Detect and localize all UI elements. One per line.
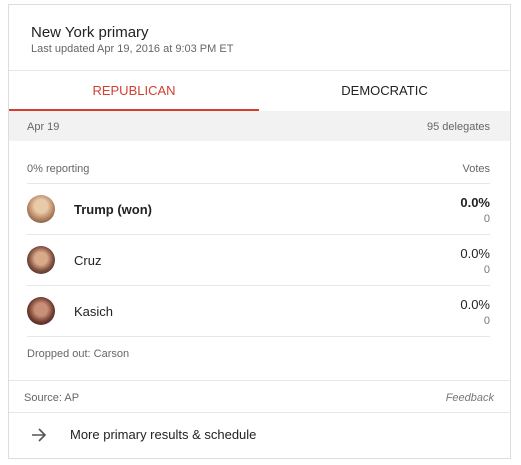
- date: Apr 19: [27, 121, 60, 133]
- divider: [27, 285, 490, 286]
- feedback[interactable]: Feedback: [445, 392, 494, 404]
- candidate-percent: 0.0%: [460, 195, 490, 210]
- more-results-link[interactable]: More primary results & schedule: [70, 427, 257, 442]
- tab-republican[interactable]: REPUBLICAN: [92, 83, 176, 98]
- candidate-photo: [27, 195, 55, 223]
- summary-band: [9, 111, 510, 141]
- tab-indicator: [9, 109, 259, 111]
- election-card: New York primary Last updated Apr 19, 20…: [8, 4, 511, 459]
- candidate-votes: 0: [483, 315, 490, 327]
- candidate-photo: [27, 246, 55, 274]
- delegates: 95 delegates: [427, 121, 490, 133]
- candidate-votes: 0: [483, 264, 490, 276]
- source: Source: AP: [24, 392, 80, 404]
- votes-label: Votes: [462, 163, 490, 175]
- divider: [27, 234, 490, 235]
- arrow: [32, 428, 47, 442]
- card-title: New York primary: [31, 24, 149, 41]
- reporting: 0% reporting: [27, 163, 90, 175]
- candidate-percent: 0.0%: [460, 297, 490, 312]
- arrow-icon: [32, 428, 47, 442]
- tab-democratic[interactable]: DEMOCRATIC: [341, 83, 428, 98]
- last-updated: Last updated Apr 19, 2016 at 9:03 PM ET: [31, 43, 234, 55]
- divider: [27, 183, 490, 184]
- candidate-votes: 0: [483, 213, 490, 225]
- dropped-out: Dropped out: Carson: [27, 348, 130, 360]
- divider: [27, 336, 490, 337]
- divider: [9, 380, 510, 381]
- candidate-name: Cruz: [74, 253, 102, 268]
- divider: [9, 412, 510, 413]
- candidate-name: Trump (won): [74, 202, 152, 217]
- divider: [9, 70, 510, 71]
- candidate-percent: 0.0%: [460, 246, 490, 261]
- candidate-photo: [27, 297, 55, 325]
- candidate-name: Kasich: [74, 304, 114, 319]
